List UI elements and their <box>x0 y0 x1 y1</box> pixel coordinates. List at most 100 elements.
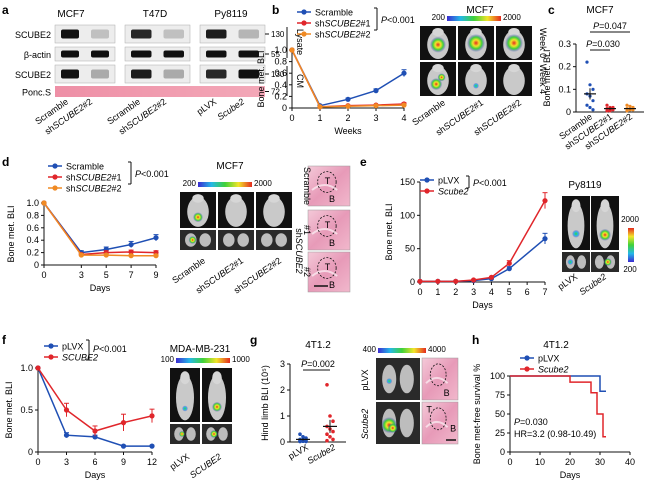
mouse-head <box>180 371 190 385</box>
y-axis-label: Bone met. BLI <box>6 205 16 262</box>
legend-swatch-dot <box>301 9 307 15</box>
x-tick-label: 4 <box>401 113 406 123</box>
x-tick-label: 20 <box>565 457 575 467</box>
histology-label: B <box>444 388 450 398</box>
mw-marker: 55 <box>271 50 280 59</box>
panel-letter-c: c <box>548 3 555 17</box>
color-scale-bar <box>628 228 634 262</box>
data-point <box>373 88 379 94</box>
p-value: P=0.047 <box>593 21 627 31</box>
data-point <box>470 277 477 283</box>
data-point <box>591 99 595 103</box>
y-tick-label: 0.4 <box>274 80 287 90</box>
image-title: MDA-MB-231 <box>170 344 231 355</box>
data-point <box>453 278 459 284</box>
data-point <box>103 252 109 258</box>
row-label: Scube2 <box>360 409 370 440</box>
series-line <box>43 202 157 256</box>
mouse-head <box>508 28 520 37</box>
bli-signal <box>179 431 185 437</box>
bli-signal <box>473 82 479 89</box>
x-axis-label: Weeks <box>334 126 362 136</box>
data-point <box>153 235 159 241</box>
color-scale-min: 200 <box>183 179 197 188</box>
y-tick-label: 3 <box>280 359 285 369</box>
y-tick-label: 0 <box>566 107 571 117</box>
legend-entry: shSCUBE2#2 <box>315 30 371 40</box>
histology-row-label: #1 <box>302 225 312 235</box>
panel-letter-a: a <box>2 3 9 17</box>
y-tick-label: 0 <box>280 437 285 447</box>
color-scale-max: 4000 <box>428 345 446 354</box>
tumor-outline <box>429 363 447 387</box>
mouse-head <box>212 371 222 385</box>
data-point <box>304 439 308 444</box>
limb-silhouette <box>223 233 235 247</box>
tumor-outline <box>317 215 337 237</box>
mouse-silhouette <box>465 66 487 95</box>
p-value: P<0.001 <box>135 169 169 179</box>
ponceau-stain <box>55 86 265 97</box>
bli-signal <box>430 36 446 53</box>
mouse-head <box>432 28 444 37</box>
legend-swatch-dot <box>424 188 430 194</box>
data-point <box>149 443 155 449</box>
x-tick-label: 0 <box>41 270 46 280</box>
legend-swatch-dot <box>524 366 530 372</box>
panel-letter-d: d <box>2 155 9 169</box>
x-axis-label: Days <box>85 470 106 480</box>
data-point <box>289 47 295 53</box>
x-tick-label: 12 <box>147 457 157 467</box>
data-point <box>345 103 351 109</box>
y-axis-label: Bone met. BLI <box>384 203 394 260</box>
x-tick-label: 1 <box>435 287 440 297</box>
histology-label: B <box>450 423 456 433</box>
tissue-fibre <box>311 184 338 191</box>
bli-signal <box>210 430 218 438</box>
data-point <box>401 102 407 108</box>
legend-entry: Scube2 <box>538 365 569 375</box>
data-point <box>325 383 329 387</box>
histology-tile <box>307 209 351 251</box>
x-tick-label: 7 <box>542 287 547 297</box>
data-point <box>608 109 612 113</box>
bli-signal <box>572 229 580 238</box>
legend-swatch-dot <box>48 343 54 349</box>
y-tick-label: 150 <box>400 177 415 187</box>
blot-row-label: SCUBE2 <box>15 70 51 80</box>
histology-row-label: #2 <box>302 267 312 277</box>
x-tick-label: 2 <box>345 113 350 123</box>
bli-signal <box>437 73 446 82</box>
y-axis-label: Bone met-free survival % <box>472 364 482 465</box>
y-tick-label: 0 <box>28 447 33 457</box>
color-scale-bar <box>176 358 230 363</box>
data-point <box>331 419 335 424</box>
limb-silhouette <box>577 255 587 269</box>
legend-entry: SCUBE2 <box>62 353 98 363</box>
data-point <box>506 266 512 272</box>
data-point <box>92 428 98 434</box>
column-label: SCUBE2 <box>188 451 223 480</box>
blot-row-label: Ponc.S <box>22 88 51 98</box>
legend-swatch-dot <box>52 163 58 169</box>
tissue-fibre <box>425 376 449 384</box>
blot-band <box>238 69 259 79</box>
y-tick-label: 50 <box>495 409 505 419</box>
blot-band <box>131 50 152 58</box>
data-point <box>585 60 589 64</box>
color-scale-min: 400 <box>363 345 377 354</box>
data-point <box>331 429 335 434</box>
x-axis-label: Days <box>90 283 111 293</box>
data-point <box>63 432 70 438</box>
tumor-outline <box>429 407 447 431</box>
color-scale-bar <box>378 348 426 353</box>
data-point <box>625 103 629 107</box>
bli-signal <box>603 258 612 266</box>
blot-band <box>91 50 109 58</box>
y-tick-label: 25 <box>495 428 505 438</box>
mouse-silhouette <box>176 375 194 421</box>
y-tick-label: 0.8 <box>274 57 287 67</box>
legend-entry: Scramble <box>315 8 353 18</box>
panel-letter-g: g <box>250 333 257 347</box>
